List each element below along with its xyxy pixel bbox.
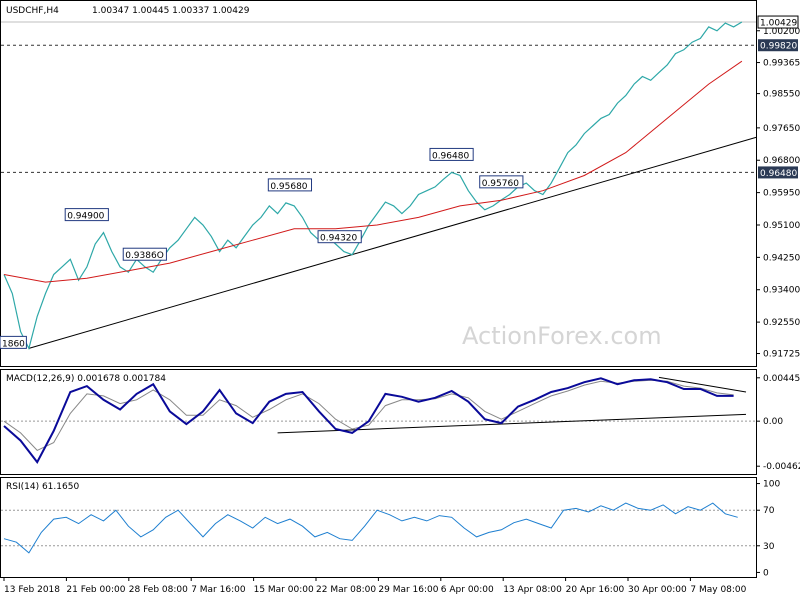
level-price-label: 0.99820 [760, 42, 797, 52]
rsi-tick-label: 70 [763, 506, 775, 516]
header-ohlc: 1.00347 1.00445 1.00337 1.00429 [92, 6, 250, 16]
level-price-badge [758, 166, 798, 179]
rsi-panel: 100 70 30 0 [1, 480, 780, 578]
price-annotation-box [317, 230, 362, 244]
macd-title: MACD(12,26,9) 0.001678 0.001784 [6, 374, 166, 384]
level-price-badge [758, 39, 798, 52]
price-tick-label: 0.94250 [763, 253, 800, 263]
price-tick-label: 0.96800 [763, 156, 800, 166]
price-series-line [3, 21, 743, 351]
x-tick-label: 28 Feb 08:00 [129, 585, 188, 595]
price-tick-label: 1.00200 [763, 27, 800, 37]
x-tick-label: 21 Feb 00:00 [66, 585, 125, 595]
rsi-title: RSI(14) 61.1650 [6, 482, 79, 492]
x-tick-label: 20 Apr 16:00 [566, 585, 625, 595]
x-tick-label: 29 Mar 16:00 [378, 585, 438, 595]
moving-average-line [3, 60, 743, 283]
macd-trendline [277, 413, 747, 434]
price-tick-label: 0.92550 [763, 318, 800, 328]
rsi-tick-label: 100 [763, 480, 780, 490]
price-trendline [28, 136, 757, 349]
x-tick-label: 7 Mar 16:00 [191, 585, 246, 595]
price-annotation-label: 0.96480 [432, 151, 469, 161]
x-tick-label: 22 Mar 08:00 [316, 585, 376, 595]
price-annotation-box [122, 247, 167, 261]
price-annotation-label: 0.94900 [67, 212, 104, 222]
x-tick-label: 30 Apr 00:00 [628, 585, 687, 595]
x-tick-label: 7 May 08:00 [690, 585, 746, 595]
price-annotation-label: 0.94320 [320, 234, 357, 244]
price-annotation-label: 0.9386O [125, 251, 164, 261]
rsi-panel-frame [0, 477, 757, 578]
x-tick-label: 13 Apr 08:00 [503, 585, 562, 595]
price-annotation-box [267, 178, 313, 192]
rsi-line [3, 502, 738, 554]
price-annotation-box [0, 335, 27, 349]
price-tick-label: 0.95950 [763, 189, 800, 199]
macd-main-line [3, 377, 734, 464]
watermark: ActionForex.com [462, 322, 662, 350]
macd-tick-label: 0.004454 [763, 374, 800, 384]
price-annotation-box [479, 175, 524, 189]
header-symbol: USDCHF,H4 [6, 6, 59, 16]
x-axis: 13 Feb 2018 21 Feb 00:00 28 Feb 08:00 7 Mar… [3, 577, 747, 595]
macd-panel: 0.004454 0.00 -0.004624 [1, 374, 800, 472]
price-tick-label: 0.97650 [763, 124, 800, 134]
price-panel: 1.00200 0.99365 0.98550 0.97650 0.96800 0.959… [0, 15, 800, 360]
price-annotation-label: 1860 [2, 339, 25, 349]
x-tick-label: 15 Mar 00:00 [254, 585, 314, 595]
price-annotation-label: 0.95760 [482, 179, 519, 189]
price-tick-label: 0.95100 [763, 221, 800, 231]
price-tick-label: 0.99365 [763, 59, 800, 69]
price-tick-label: 0.93400 [763, 286, 800, 296]
macd-trendline [658, 376, 747, 393]
current-price-label: 1.00429 [760, 19, 797, 29]
macd-panel-frame [0, 369, 757, 475]
x-tick-label: 6 Apr 00:00 [441, 585, 494, 595]
price-annotation-label: 0.95680 [270, 182, 307, 192]
price-panel-frame [0, 0, 757, 367]
x-tick-label: 13 Feb 2018 [4, 585, 60, 595]
macd-signal-line [3, 379, 734, 452]
macd-tick-label: 0.00 [763, 417, 783, 427]
level-price-label: 0.96480 [760, 169, 797, 179]
macd-tick-label: -0.004624 [763, 462, 800, 472]
rsi-tick-label: 30 [763, 542, 775, 552]
rsi-tick-label: 0 [763, 568, 769, 578]
price-annotation-box [429, 147, 474, 161]
price-annotation-box [64, 208, 109, 222]
current-price-badge [757, 15, 799, 29]
price-tick-label: 0.91725 [763, 350, 800, 360]
price-tick-label: 0.98550 [763, 90, 800, 100]
